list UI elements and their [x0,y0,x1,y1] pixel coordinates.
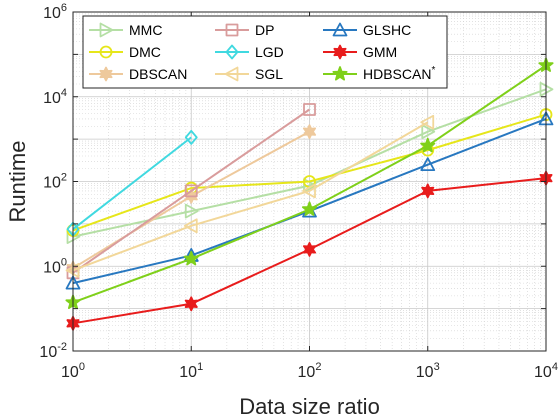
axis-ticks [72,11,547,352]
legend-label-dp: DP [255,22,274,38]
y-axis-title: Runtime [5,141,30,223]
legend-item-dbscan: DBSCAN [89,66,187,82]
data-point-sgl [420,114,435,130]
legend-label-sgl: SGL [255,66,283,82]
legend-label-lgd: LGD [255,44,284,60]
data-point-lgd [184,129,198,145]
legend-label-dmc: DMC [129,44,161,60]
legend-label-mmc: MMC [129,22,162,38]
legend: MMC DMC DBSCAN DP LGD SGL GLSHC GMM HDBSCAN* [82,15,448,89]
series-line-sgl [72,121,429,272]
legend-item-sgl: SGL [215,66,283,82]
data-point-dbscan [302,124,317,140]
y-tick-label: 102 [43,172,67,192]
y-tick-label: 104 [43,87,67,107]
x-tick-label: 100 [61,361,85,381]
legend-item-mmc: MMC [89,22,162,38]
data-point-hdbscan [183,250,199,266]
data-point-dp [184,184,198,198]
y-tick-label: 100 [43,256,67,276]
x-axis-title: Data size ratio [239,394,380,419]
data-point-dp [303,103,316,116]
legend-item-gmm: GMM [323,44,397,60]
data-point-gmm [421,183,435,199]
legend-item-dp: DP [215,22,274,38]
series-line-dmc [72,113,547,232]
data-point-sgl [183,218,198,234]
x-tick-label: 101 [179,361,203,381]
x-tick-label: 104 [534,361,558,381]
data-point-hdbscan [301,201,318,216]
series-layer [65,57,554,331]
legend-swatch-marker [225,23,239,37]
legend-swatch-marker [99,22,114,38]
legend-label-hdbscan: HDBSCAN* [363,65,435,82]
legend-item-glshc: GLSHC [323,22,411,38]
legend-swatch-marker [225,44,239,60]
y-tick-label: 10-2 [39,341,67,361]
legend-item-hdbscan: HDBSCAN* [323,65,435,82]
data-point-gmm [184,296,198,312]
data-point-mmc [421,124,436,140]
data-point-mmc [184,203,199,219]
data-point-glshc [420,157,436,172]
data-point-sgl [302,183,316,199]
y-tick-label: 106 [43,2,67,22]
x-tick-label: 102 [298,361,322,381]
legend-item-lgd: LGD [215,44,284,60]
legend-swatch-marker [224,66,239,82]
data-point-hdbscan [420,137,436,153]
legend-swatch-marker [332,22,348,37]
data-point-gmm [302,241,317,257]
legend-swatch-marker [332,66,348,81]
legend-label-glshc: GLSHC [363,22,411,38]
legend-label-gmm: GMM [363,44,397,60]
legend-box [82,15,448,89]
series-line-dp [72,108,311,274]
series-line-lgd [72,136,192,230]
legend-swatch-marker [99,66,113,82]
series-sgl [65,114,435,278]
legend-swatch-marker [333,44,347,60]
legend-label-dbscan: DBSCAN [129,66,187,82]
legend-swatch-marker [99,45,113,59]
x-tick-label: 103 [416,361,440,381]
legend-item-dmc: DMC [89,44,161,60]
